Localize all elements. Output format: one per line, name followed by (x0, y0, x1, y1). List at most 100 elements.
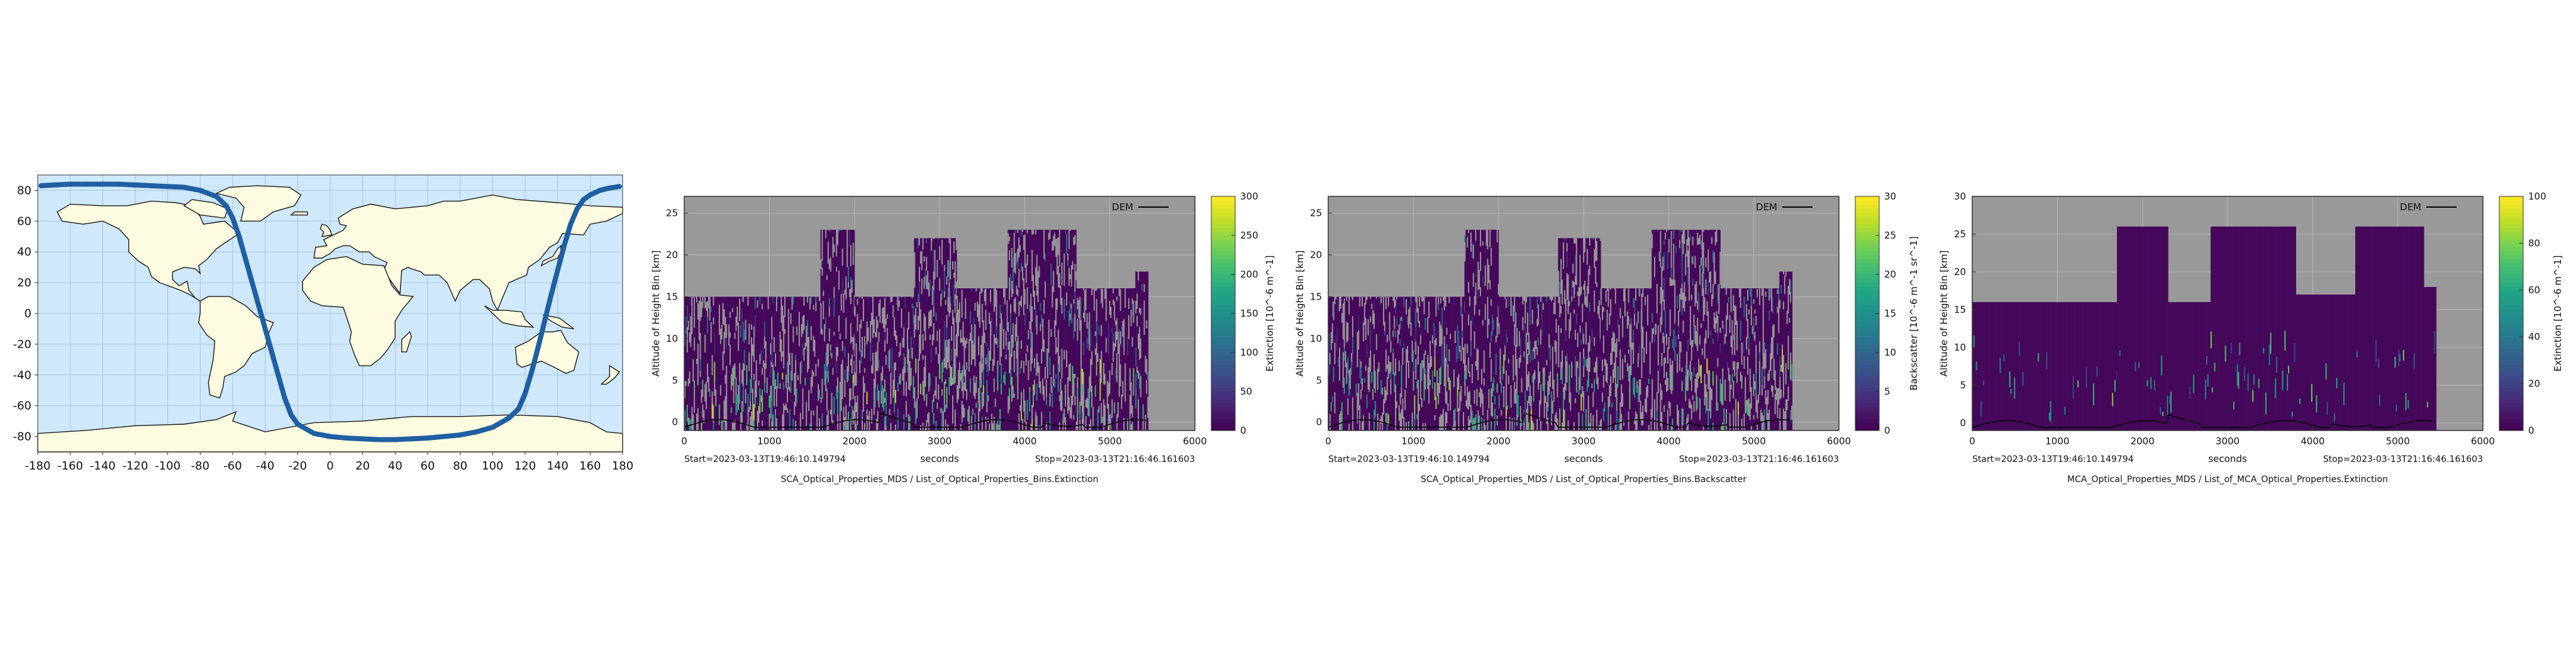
y-tick-label: 5 (672, 374, 678, 386)
colorbar-step (1855, 419, 1879, 423)
colorbar-step (2499, 419, 2523, 423)
colorbar-step (1855, 251, 1879, 256)
colorbar-step (1211, 317, 1235, 322)
colorbar-step (1855, 391, 1879, 396)
colorbar-step (1211, 235, 1235, 240)
colorbar-step (1211, 223, 1235, 228)
colorbar-step (1211, 384, 1235, 388)
y-tick-label: 5 (1316, 374, 1322, 386)
x-tick-label: 5000 (1098, 436, 1122, 447)
colorbar-step (1855, 220, 1879, 224)
map-x-tick-label: 180 (612, 459, 633, 473)
map-x-tick-label: 100 (482, 459, 503, 473)
colorbar-step (1855, 208, 1879, 213)
x-tick-label: 0 (1325, 436, 1331, 447)
x-axis-label: seconds (2208, 453, 2246, 464)
colorbar-step (2499, 243, 2523, 247)
colorbar-step (2499, 223, 2523, 228)
x-tick-label: 3000 (2216, 436, 2240, 447)
colorbar-step (2499, 415, 2523, 419)
y-tick-label: 10 (1310, 333, 1322, 344)
colorbar-tick-label: 30 (1884, 191, 1896, 202)
colorbar-step (2499, 411, 2523, 415)
stop-time: Stop=2023-03-13T21:16:46.161603 (1679, 454, 1839, 464)
colorbar-step (1211, 294, 1235, 298)
legend-label: DEM (2400, 201, 2421, 213)
map-x-tick-label: 60 (421, 459, 435, 473)
colorbar-step (2499, 216, 2523, 220)
colorbar-step (1211, 352, 1235, 357)
x-tick-label: 5000 (2386, 436, 2410, 447)
colorbar-step (2499, 259, 2523, 263)
colorbar-tick-label: 0 (2528, 425, 2534, 436)
colorbar-step (1211, 391, 1235, 396)
curtain-cell (956, 238, 957, 250)
colorbar-step (1855, 415, 1879, 419)
colorbar-step (2499, 349, 2523, 353)
colorbar-step (1855, 325, 1879, 330)
colorbar-step (1211, 380, 1235, 384)
y-tick-label: 5 (1960, 380, 1966, 391)
colorbar-step (1211, 262, 1235, 267)
colorbar-step (2499, 337, 2523, 341)
y-tick-label: 20 (1310, 249, 1322, 261)
stop-time: Stop=2023-03-13T21:16:46.161603 (2323, 454, 2483, 464)
colorbar-step (2499, 329, 2523, 334)
colorbar-step (1855, 243, 1879, 247)
colorbar-step (1211, 407, 1235, 412)
x-tick-label: 1000 (2045, 436, 2069, 447)
colorbar-step (1855, 364, 1879, 369)
colorbar-step (1855, 290, 1879, 295)
colorbar-tick-label: 25 (1884, 230, 1896, 241)
start-time: Start=2023-03-13T19:46:10.149794 (684, 454, 846, 464)
colorbar-step (1855, 286, 1879, 291)
colorbar-step (1211, 259, 1235, 263)
colorbar-step (1855, 411, 1879, 415)
colorbar-tick-label: 150 (1240, 308, 1258, 319)
x-axis-label: seconds (920, 453, 958, 464)
colorbar-step (1855, 306, 1879, 310)
colorbar-step (2499, 345, 2523, 349)
colorbar-step (1855, 274, 1879, 279)
colorbar-step (2499, 298, 2523, 302)
colorbar-step (1855, 262, 1879, 267)
colorbar-step (1211, 376, 1235, 380)
colorbar-step (1211, 423, 1235, 427)
colorbar-step (1855, 301, 1879, 306)
y-tick-label: 10 (1954, 342, 1966, 353)
colorbar-tick-label: 5 (1884, 386, 1890, 397)
curtain-cell (1147, 372, 1148, 380)
x-tick-label: 4000 (2301, 436, 2324, 447)
colorbar-step (1211, 301, 1235, 306)
colorbar-step (1211, 243, 1235, 247)
y-tick-label: 15 (1310, 291, 1322, 302)
map-y-tick-label: -60 (13, 400, 31, 413)
colorbar-label: Backscatter [10^-6 m^-1 sr^-1] (1908, 236, 1919, 390)
colorbar-step (2499, 376, 2523, 380)
map-y-tick-label: 60 (17, 215, 31, 228)
map-x-tick-label: -140 (90, 459, 116, 473)
x-axis-label: seconds (1564, 453, 1602, 464)
colorbar-tick-label: 80 (2528, 237, 2540, 249)
colorbar-tick-label: 50 (1240, 386, 1252, 397)
map-y-tick-label: -20 (13, 338, 31, 351)
y-tick-label: 15 (1954, 304, 1966, 315)
colorbar-step (2499, 423, 2523, 427)
colorbar-step (2499, 321, 2523, 325)
colorbar-step (1211, 419, 1235, 423)
colorbar-step (1211, 247, 1235, 252)
map-x-tick-label: 40 (388, 459, 402, 473)
colorbar-tick-label: 0 (1240, 425, 1246, 436)
curtain-cell (1791, 405, 1792, 419)
x-tick-label: 1000 (757, 436, 781, 447)
map-y-tick-label: -80 (13, 430, 31, 444)
map-x-tick-label: -160 (57, 459, 83, 473)
colorbar-step (2499, 395, 2523, 400)
colorbar-step (2499, 247, 2523, 252)
colorbar-step (1855, 247, 1879, 252)
